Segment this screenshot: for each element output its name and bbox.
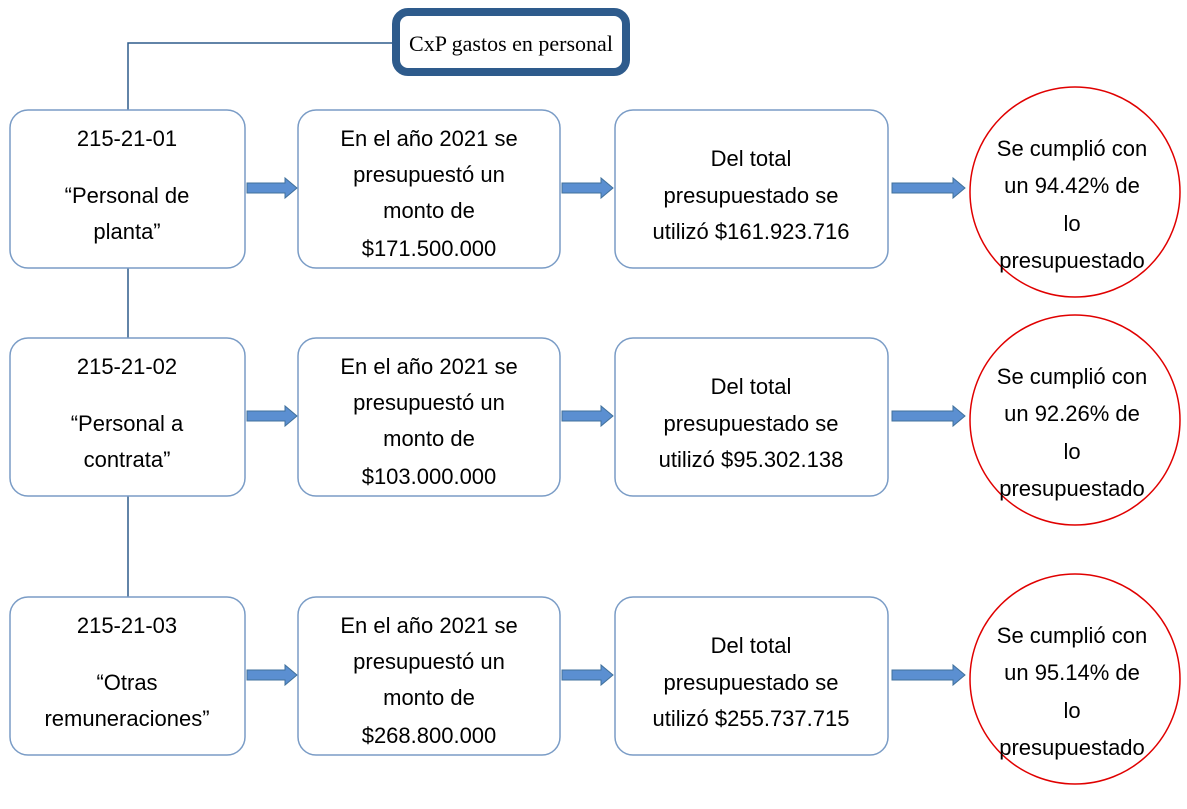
account-box (9, 596, 246, 756)
account-box (9, 337, 246, 497)
account-text: 215-21-03 (77, 613, 177, 638)
account-text: “Otras (96, 670, 157, 695)
account-box (9, 109, 246, 269)
account-text: 215-21-02 (77, 354, 177, 379)
result-text: un 94.42% de (1004, 173, 1140, 198)
arrow (246, 176, 298, 200)
arrow (246, 663, 298, 687)
budget-text: En el año 2021 se (340, 126, 517, 151)
account-text: 215-21-01 (77, 126, 177, 151)
used-box (614, 337, 889, 497)
arrow (891, 404, 966, 428)
result-text: presupuestado (999, 735, 1145, 760)
used-text: presupuestado se (664, 183, 839, 208)
result-circle (969, 86, 1181, 298)
account-text: “Personal de (65, 183, 190, 208)
budget-text: $103.000.000 (362, 464, 497, 489)
budget-text: presupuestó un (353, 649, 505, 674)
budget-text: En el año 2021 se (340, 354, 517, 379)
result-text: lo (1063, 698, 1080, 723)
budget-text: $268.800.000 (362, 723, 497, 748)
arrow (891, 176, 966, 200)
used-text: utilizó $255.737.715 (653, 706, 850, 731)
budget-text: presupuestó un (353, 162, 505, 187)
used-text: presupuestado se (664, 411, 839, 436)
account-text: “Personal a (71, 411, 184, 436)
budget-box (297, 337, 561, 497)
arrow (561, 404, 614, 428)
result-circle (969, 573, 1181, 785)
title-box (392, 8, 630, 76)
used-text: Del total (711, 374, 792, 399)
arrow (246, 404, 298, 428)
budget-text: monto de (383, 198, 475, 223)
used-text: utilizó $95.302.138 (659, 447, 844, 472)
result-text: Se cumplió con (997, 364, 1147, 389)
budget-text: presupuestó un (353, 390, 505, 415)
budget-text: monto de (383, 426, 475, 451)
budget-box (297, 596, 561, 756)
used-box (614, 109, 889, 269)
account-text: remuneraciones” (44, 706, 209, 731)
result-text: presupuestado (999, 248, 1145, 273)
used-box (614, 596, 889, 756)
arrow (561, 176, 614, 200)
budget-box (297, 109, 561, 269)
result-text: Se cumplió con (997, 136, 1147, 161)
used-text: utilizó $161.923.716 (653, 219, 850, 244)
budget-text: $171.500.000 (362, 236, 497, 261)
used-text: presupuestado se (664, 670, 839, 695)
result-text: un 95.14% de (1004, 660, 1140, 685)
result-text: lo (1063, 439, 1080, 464)
rows: 215-21-01 “Personal de planta” En el año 20… (9, 86, 1181, 785)
account-text: planta” (93, 219, 160, 244)
budget-text: En el año 2021 se (340, 613, 517, 638)
account-text: contrata” (84, 447, 171, 472)
result-circle (969, 314, 1181, 526)
result-text: un 92.26% de (1004, 401, 1140, 426)
arrow (891, 663, 966, 687)
result-text: presupuestado (999, 476, 1145, 501)
title: CxP gastos en personal (409, 31, 613, 56)
budget-text: monto de (383, 685, 475, 710)
result-text: lo (1063, 211, 1080, 236)
arrow (561, 663, 614, 687)
used-text: Del total (711, 633, 792, 658)
used-text: Del total (711, 146, 792, 171)
result-text: Se cumplió con (997, 623, 1147, 648)
